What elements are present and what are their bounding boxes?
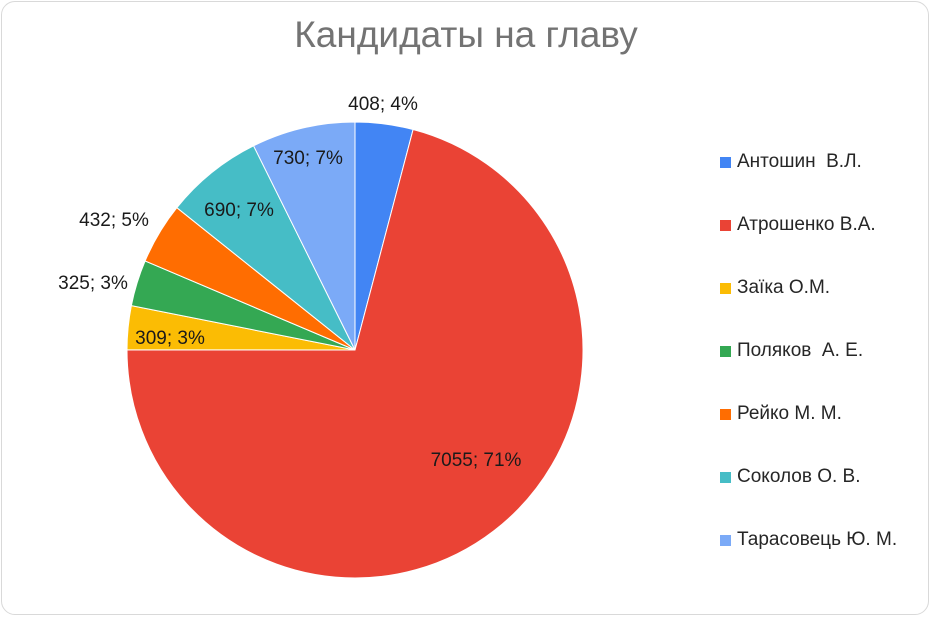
legend-label: Поляков А. Е. bbox=[737, 340, 864, 361]
data-label-7: 730; 7% bbox=[273, 148, 343, 169]
legend-item-4: Поляков А. Е. bbox=[720, 335, 925, 398]
legend-swatch bbox=[720, 472, 731, 483]
legend-label: Антошин В.Л. bbox=[737, 151, 862, 172]
legend-swatch bbox=[720, 535, 731, 546]
data-label-4: 325; 3% bbox=[58, 273, 128, 294]
legend-swatch bbox=[720, 283, 731, 294]
legend-swatch bbox=[720, 409, 731, 420]
legend-label: Соколов О. В. bbox=[737, 466, 861, 487]
legend-label: Тарасовець Ю. М. bbox=[737, 529, 898, 550]
legend-swatch bbox=[720, 346, 731, 357]
legend-label: Атрошенко В.А. bbox=[737, 214, 876, 235]
chart-legend: Антошин В.Л. Атрошенко В.А. Заїка О.М. Поля… bbox=[720, 146, 925, 587]
legend-item-1: Антошин В.Л. bbox=[720, 146, 925, 209]
legend-item-6: Соколов О. В. bbox=[720, 461, 925, 524]
data-label-1: 408; 4% bbox=[348, 94, 418, 115]
chart-title: Кандидаты на главу bbox=[294, 14, 638, 55]
data-label-6: 690; 7% bbox=[204, 200, 274, 221]
legend-swatch bbox=[720, 220, 731, 231]
legend-item-3: Заїка О.М. bbox=[720, 272, 925, 335]
pie-slice-2 bbox=[126, 128, 584, 579]
legend-label: Заїка О.М. bbox=[737, 277, 831, 298]
data-label-2: 7055; 71% bbox=[431, 450, 522, 471]
legend-item-2: Атрошенко В.А. bbox=[720, 209, 925, 272]
pie-slice-7 bbox=[252, 121, 356, 351]
legend-swatch bbox=[720, 157, 731, 168]
data-label-5: 432; 5% bbox=[79, 210, 149, 231]
legend-item-5: Рейко М. М. bbox=[720, 398, 925, 461]
legend-label: Рейко М. М. bbox=[737, 403, 842, 424]
data-label-3: 309; 3% bbox=[135, 328, 205, 349]
legend-item-7: Тарасовець Ю. М. bbox=[720, 524, 925, 587]
